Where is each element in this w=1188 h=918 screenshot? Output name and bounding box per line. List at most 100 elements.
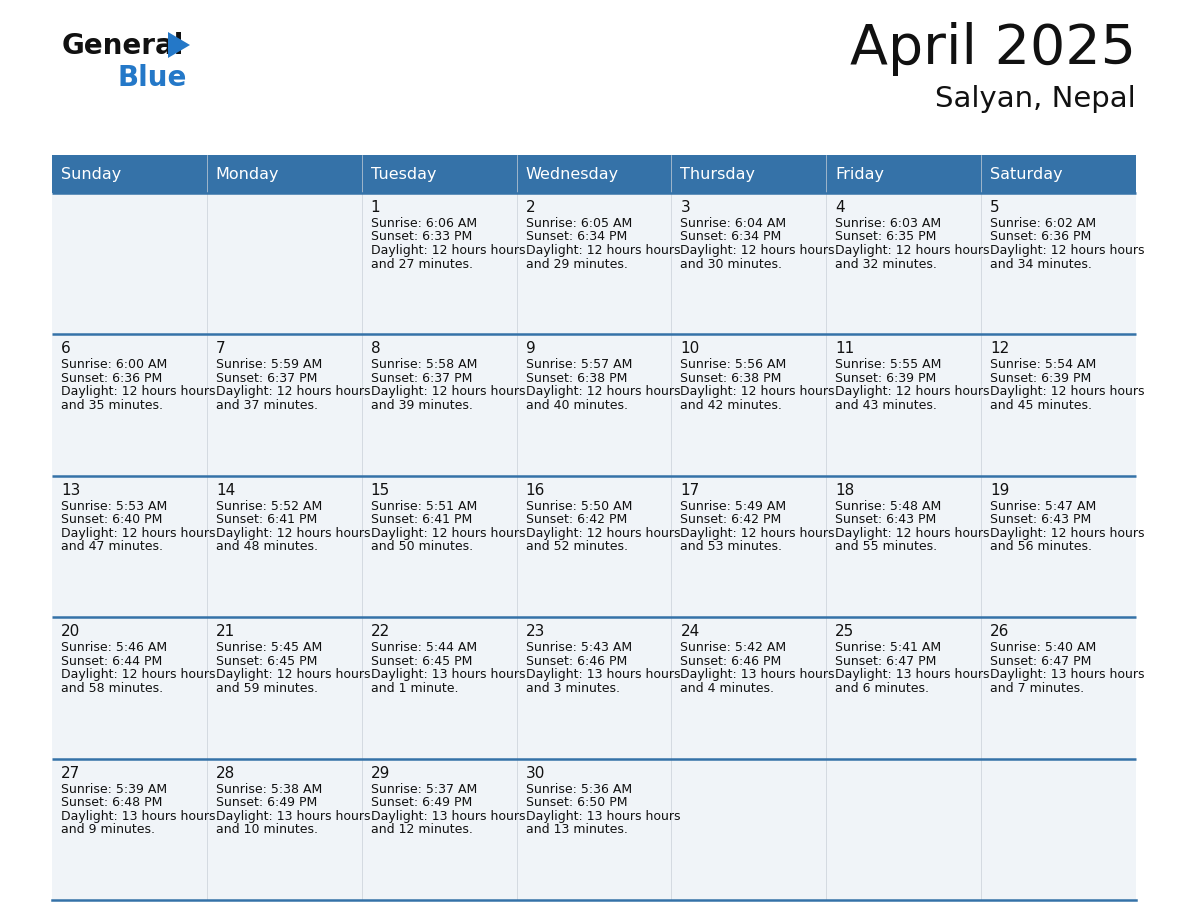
Text: Sunrise: 6:00 AM: Sunrise: 6:00 AM — [61, 358, 168, 372]
Text: Sunrise: 5:50 AM: Sunrise: 5:50 AM — [525, 499, 632, 513]
Text: and 53 minutes.: and 53 minutes. — [681, 541, 783, 554]
Text: and 4 minutes.: and 4 minutes. — [681, 682, 775, 695]
Bar — [517, 758, 671, 900]
Text: 19: 19 — [990, 483, 1010, 498]
Text: and 55 minutes.: and 55 minutes. — [835, 541, 937, 554]
Text: Sunrise: 6:03 AM: Sunrise: 6:03 AM — [835, 217, 941, 230]
Text: 10: 10 — [681, 341, 700, 356]
Text: and 56 minutes.: and 56 minutes. — [990, 541, 1092, 554]
Text: Sunrise: 5:54 AM: Sunrise: 5:54 AM — [990, 358, 1097, 372]
Text: Sunrise: 6:02 AM: Sunrise: 6:02 AM — [990, 217, 1097, 230]
Text: Sunset: 6:37 PM: Sunset: 6:37 PM — [371, 372, 472, 385]
Bar — [827, 758, 981, 900]
Text: Sunrise: 5:47 AM: Sunrise: 5:47 AM — [990, 499, 1097, 513]
Text: Daylight: 13 hours hours: Daylight: 13 hours hours — [681, 668, 835, 681]
Text: and 50 minutes.: and 50 minutes. — [371, 541, 473, 554]
Text: Sunset: 6:48 PM: Sunset: 6:48 PM — [61, 796, 163, 809]
Text: and 6 minutes.: and 6 minutes. — [835, 682, 929, 695]
Text: Sunrise: 5:51 AM: Sunrise: 5:51 AM — [371, 499, 476, 513]
Text: Sunrise: 5:41 AM: Sunrise: 5:41 AM — [835, 641, 941, 655]
Bar — [517, 476, 671, 617]
Text: 23: 23 — [525, 624, 545, 639]
Bar — [827, 155, 981, 193]
Bar — [361, 334, 517, 476]
Bar — [207, 617, 361, 758]
Bar — [517, 155, 671, 193]
Text: Sunrise: 6:06 AM: Sunrise: 6:06 AM — [371, 217, 476, 230]
Text: Sunrise: 5:46 AM: Sunrise: 5:46 AM — [61, 641, 168, 655]
Bar — [671, 193, 827, 334]
Text: Daylight: 12 hours hours: Daylight: 12 hours hours — [61, 386, 215, 398]
Text: Daylight: 13 hours hours: Daylight: 13 hours hours — [835, 668, 990, 681]
Bar — [361, 758, 517, 900]
Text: Sunset: 6:49 PM: Sunset: 6:49 PM — [371, 796, 472, 809]
Text: Sunday: Sunday — [61, 166, 121, 182]
Text: Daylight: 12 hours hours: Daylight: 12 hours hours — [525, 527, 680, 540]
Bar — [981, 476, 1136, 617]
Text: and 9 minutes.: and 9 minutes. — [61, 823, 154, 836]
Text: Sunset: 6:34 PM: Sunset: 6:34 PM — [681, 230, 782, 243]
Text: 4: 4 — [835, 200, 845, 215]
Text: and 40 minutes.: and 40 minutes. — [525, 399, 627, 412]
Text: Daylight: 12 hours hours: Daylight: 12 hours hours — [216, 668, 371, 681]
Text: Daylight: 12 hours hours: Daylight: 12 hours hours — [525, 386, 680, 398]
Text: Daylight: 12 hours hours: Daylight: 12 hours hours — [681, 527, 835, 540]
Text: Sunrise: 5:36 AM: Sunrise: 5:36 AM — [525, 783, 632, 796]
Text: Sunset: 6:46 PM: Sunset: 6:46 PM — [525, 655, 627, 667]
Text: and 58 minutes.: and 58 minutes. — [61, 682, 163, 695]
Text: Daylight: 12 hours hours: Daylight: 12 hours hours — [835, 244, 990, 257]
Text: 22: 22 — [371, 624, 390, 639]
Text: 29: 29 — [371, 766, 390, 780]
Bar — [361, 193, 517, 334]
Text: Sunset: 6:36 PM: Sunset: 6:36 PM — [61, 372, 163, 385]
Text: 28: 28 — [216, 766, 235, 780]
Text: Thursday: Thursday — [681, 166, 756, 182]
Text: Daylight: 12 hours hours: Daylight: 12 hours hours — [681, 244, 835, 257]
Text: and 42 minutes.: and 42 minutes. — [681, 399, 783, 412]
Text: Sunset: 6:41 PM: Sunset: 6:41 PM — [216, 513, 317, 526]
Text: Sunset: 6:39 PM: Sunset: 6:39 PM — [835, 372, 936, 385]
Text: and 27 minutes.: and 27 minutes. — [371, 258, 473, 271]
Text: Salyan, Nepal: Salyan, Nepal — [935, 85, 1136, 113]
Text: Sunrise: 5:59 AM: Sunrise: 5:59 AM — [216, 358, 322, 372]
Bar — [52, 155, 207, 193]
Text: 2: 2 — [525, 200, 536, 215]
Text: Sunset: 6:34 PM: Sunset: 6:34 PM — [525, 230, 627, 243]
Text: and 48 minutes.: and 48 minutes. — [216, 541, 318, 554]
Text: Sunset: 6:45 PM: Sunset: 6:45 PM — [371, 655, 472, 667]
Text: and 35 minutes.: and 35 minutes. — [61, 399, 163, 412]
Text: Monday: Monday — [216, 166, 279, 182]
Text: Sunset: 6:43 PM: Sunset: 6:43 PM — [835, 513, 936, 526]
Text: 30: 30 — [525, 766, 545, 780]
Text: Sunset: 6:33 PM: Sunset: 6:33 PM — [371, 230, 472, 243]
Text: Sunset: 6:39 PM: Sunset: 6:39 PM — [990, 372, 1092, 385]
Text: Sunrise: 5:40 AM: Sunrise: 5:40 AM — [990, 641, 1097, 655]
Text: Tuesday: Tuesday — [371, 166, 436, 182]
Bar — [981, 758, 1136, 900]
Text: Sunset: 6:41 PM: Sunset: 6:41 PM — [371, 513, 472, 526]
Text: and 52 minutes.: and 52 minutes. — [525, 541, 627, 554]
Text: 3: 3 — [681, 200, 690, 215]
Bar — [981, 334, 1136, 476]
Text: Sunrise: 5:38 AM: Sunrise: 5:38 AM — [216, 783, 322, 796]
Text: and 59 minutes.: and 59 minutes. — [216, 682, 318, 695]
Text: and 1 minute.: and 1 minute. — [371, 682, 459, 695]
Text: and 47 minutes.: and 47 minutes. — [61, 541, 163, 554]
Text: Daylight: 12 hours hours: Daylight: 12 hours hours — [990, 244, 1145, 257]
Text: Daylight: 12 hours hours: Daylight: 12 hours hours — [990, 386, 1145, 398]
Text: 9: 9 — [525, 341, 536, 356]
Text: 18: 18 — [835, 483, 854, 498]
Text: Daylight: 12 hours hours: Daylight: 12 hours hours — [371, 527, 525, 540]
Text: 14: 14 — [216, 483, 235, 498]
Text: Daylight: 12 hours hours: Daylight: 12 hours hours — [835, 386, 990, 398]
Bar — [207, 193, 361, 334]
Text: Sunrise: 5:57 AM: Sunrise: 5:57 AM — [525, 358, 632, 372]
Text: Daylight: 13 hours hours: Daylight: 13 hours hours — [371, 810, 525, 823]
Text: Sunrise: 5:48 AM: Sunrise: 5:48 AM — [835, 499, 942, 513]
Text: Sunrise: 5:37 AM: Sunrise: 5:37 AM — [371, 783, 476, 796]
Text: 13: 13 — [61, 483, 81, 498]
Text: and 45 minutes.: and 45 minutes. — [990, 399, 1092, 412]
Bar — [981, 155, 1136, 193]
Text: 12: 12 — [990, 341, 1010, 356]
Text: Sunset: 6:44 PM: Sunset: 6:44 PM — [61, 655, 163, 667]
